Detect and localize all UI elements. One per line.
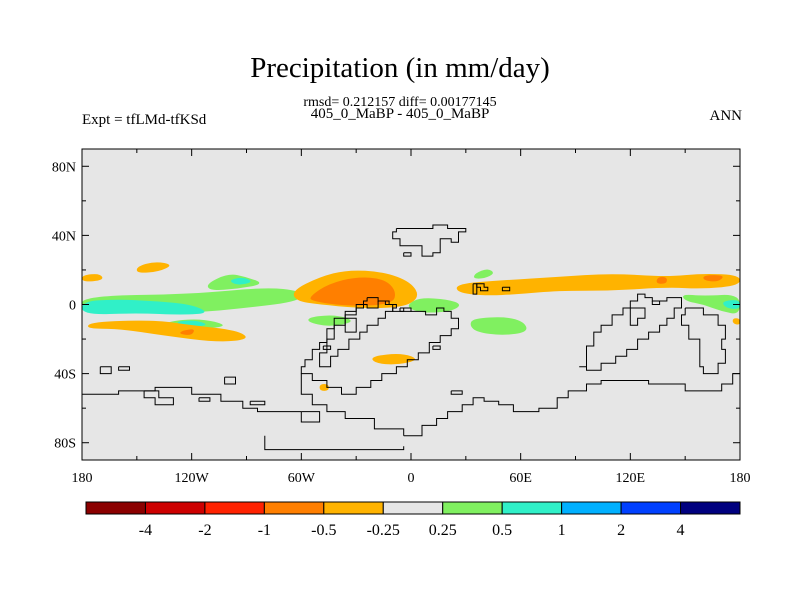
coastline-19 [579, 293, 682, 371]
coastline-7 [322, 345, 332, 350]
chart-title: Precipitation (in mm/day) [250, 52, 550, 84]
coastline-3 [501, 286, 511, 292]
coastline-25 [198, 397, 211, 402]
y-tick-label-2: 0 [69, 299, 76, 314]
colorbar-label-6: 0.5 [492, 522, 512, 539]
coastline-26 [432, 345, 441, 350]
precip-region-17 [656, 276, 667, 284]
y-tick-label-3: 40S [54, 368, 76, 383]
coastline-16 [403, 373, 740, 437]
colorbar-swatch-4 [323, 501, 384, 515]
colorbar-label-7: 1 [558, 522, 566, 539]
x-tick-label-5: 120E [616, 471, 646, 486]
experiment-label: Expt = tfLMd-tfKSd [82, 112, 207, 128]
coastline-23 [399, 307, 412, 312]
precip-region-7 [136, 262, 170, 273]
precip-region-16 [456, 273, 740, 296]
x-tick-label-4: 60E [509, 471, 532, 486]
coastline-24 [118, 366, 130, 371]
precip-region-18 [703, 275, 723, 282]
y-axis: 80N 40N 0 40S 80S [52, 160, 740, 452]
coastlines [82, 224, 740, 451]
y-tick-label-0: 80N [52, 160, 76, 175]
colorbar-swatch-5 [382, 501, 444, 515]
precip-region-6 [82, 274, 103, 282]
colorbar-swatch-7 [501, 501, 563, 515]
colorbar-label-0: -4 [139, 522, 152, 539]
colorbar-label-9: 4 [677, 522, 685, 539]
coastline-21 [651, 300, 661, 305]
coastline-18 [472, 283, 478, 295]
colorbar-swatch-6 [442, 501, 503, 515]
colorbar-label-1: -2 [198, 522, 211, 539]
coastline-9 [264, 435, 405, 451]
precip-region-15 [473, 269, 493, 279]
colorbar-swatch-0 [85, 501, 146, 515]
colorbar-label-3: -0.5 [311, 522, 336, 539]
precip-region-20 [723, 300, 740, 309]
colorbar-label-4: -0.25 [367, 522, 400, 539]
colorbar-swatch-2 [204, 501, 265, 515]
y-tick-label-1: 40N [52, 229, 76, 244]
colorbar: -4 -2 -1 -0.5 -0.25 0.25 0.5 1 2 4 [85, 501, 741, 539]
x-tick-label-1: 120W [175, 471, 210, 486]
colorbar-swatch-1 [144, 501, 206, 515]
precip-region-14 [470, 317, 527, 335]
precip-region-11 [310, 277, 395, 306]
coastline-0 [392, 224, 467, 257]
x-tick-label-3: 0 [408, 471, 415, 486]
coastline-12 [99, 366, 112, 375]
x-tick-label-6: 180 [730, 471, 751, 486]
colorbar-label-8: 2 [617, 522, 625, 539]
x-tick-label-0: 180 [72, 471, 93, 486]
coastline-1 [403, 252, 412, 257]
colorbar-label-5: 0.25 [429, 522, 457, 539]
x-axis: 180 120W 60W 0 60E 120E 180 [72, 149, 751, 486]
precip-region-1 [82, 299, 205, 315]
precip-region-21 [372, 354, 415, 365]
colorbar-swatch-8 [561, 501, 622, 515]
coastline-8 [300, 373, 405, 436]
chart-subtitle: rmsd= 0.212157 diff= 0.00177145 [303, 95, 497, 110]
precip-region-22 [732, 318, 740, 325]
precip-region-19 [683, 294, 740, 314]
colorbar-swatch-10 [680, 501, 741, 515]
coastline-11 [82, 386, 302, 413]
coastline-10 [300, 411, 321, 423]
coastline-5 [300, 300, 459, 395]
coastline-13 [143, 390, 174, 406]
colorbar-swatch-9 [620, 501, 682, 515]
season-label: ANN [709, 108, 743, 124]
coastline-14 [224, 376, 236, 385]
coastline-6 [344, 317, 357, 333]
center-label: 405_0_MaBP - 405_0_MaBP [310, 106, 490, 122]
precip-region-4 [88, 320, 246, 342]
coastline-20 [629, 307, 646, 326]
precip-region-9 [231, 277, 251, 285]
coastline-17 [450, 390, 463, 395]
coastline-15 [249, 400, 266, 406]
y-tick-label-4: 80S [54, 437, 76, 452]
colorbar-swatch-3 [263, 501, 325, 515]
colorbar-label-2: -1 [258, 522, 271, 539]
x-tick-label-2: 60W [288, 471, 316, 486]
coastline-22 [681, 307, 726, 375]
precip-region-13 [408, 298, 460, 313]
precip-region-5 [180, 329, 194, 335]
